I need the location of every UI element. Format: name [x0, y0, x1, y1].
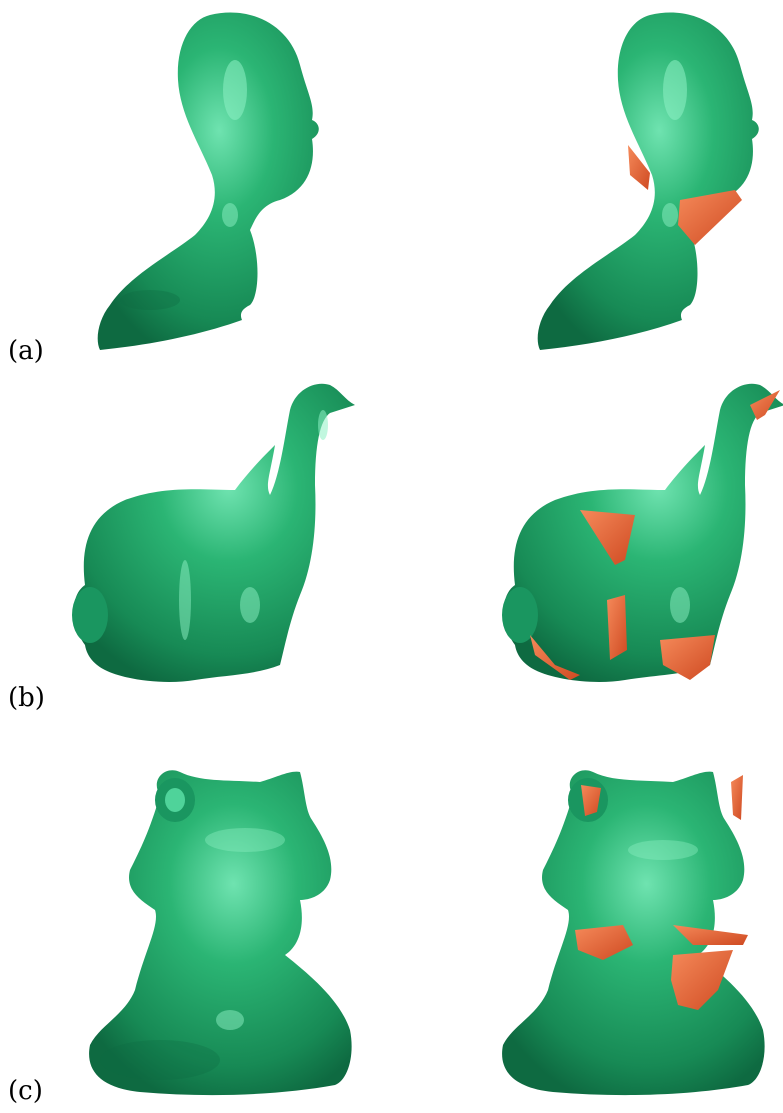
highlight-region [581, 785, 601, 816]
highlight-region [530, 635, 580, 680]
raccoon-original [80, 760, 370, 1100]
panel-label-b: (b) [8, 683, 45, 713]
highlight-region [607, 595, 627, 660]
highlight-region [671, 950, 733, 1010]
highlight-region [673, 925, 748, 945]
raccoon-highlighted [493, 760, 783, 1100]
highlight-region [678, 190, 742, 245]
highlight-region [660, 635, 715, 680]
row-a: (a) [0, 0, 783, 370]
row-c: (c) [0, 760, 783, 1113]
bunny-highlighted [495, 375, 783, 715]
panel-label-a: (a) [8, 336, 44, 366]
highlight-region [731, 775, 743, 820]
highlight-region [750, 390, 780, 420]
bust-highlighted [530, 5, 770, 360]
highlight-region [575, 925, 633, 960]
highlight-region [580, 510, 635, 565]
bust-original [90, 5, 330, 360]
row-b: (b) [0, 375, 783, 725]
bunny-original [65, 375, 355, 715]
panel-label-c: (c) [8, 1076, 43, 1106]
highlight-region [628, 145, 650, 190]
